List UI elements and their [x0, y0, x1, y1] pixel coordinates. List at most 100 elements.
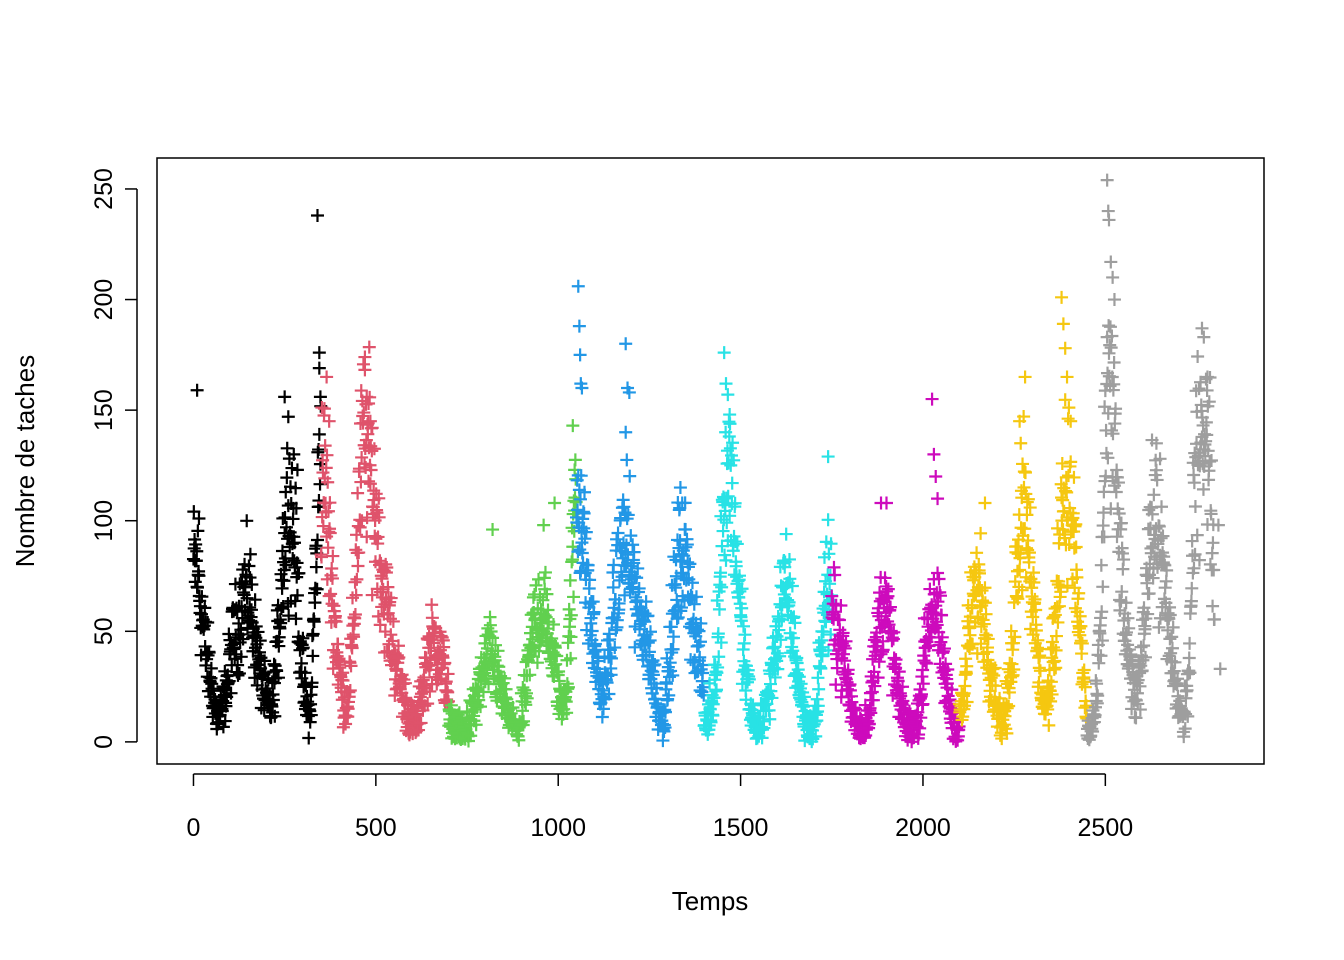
- x-tick-label: 2000: [895, 814, 951, 842]
- data-point: [352, 546, 366, 560]
- data-point: [222, 674, 236, 688]
- data-point: [1058, 341, 1072, 355]
- data-point: [1051, 521, 1065, 535]
- data-point: [871, 671, 885, 685]
- data-point: [931, 595, 945, 609]
- data-point: [1182, 651, 1196, 665]
- data-point: [353, 520, 367, 534]
- data-point: [417, 679, 431, 693]
- data-point: [631, 561, 645, 575]
- data-point: [1154, 531, 1168, 545]
- data-point: [316, 519, 330, 533]
- data-point: [1155, 500, 1169, 514]
- data-point: [323, 526, 337, 540]
- data-point: [680, 538, 694, 552]
- data-point: [933, 589, 947, 603]
- data-points: [186, 173, 1227, 749]
- data-point: [1115, 585, 1129, 599]
- data-point: [1011, 592, 1025, 606]
- data-point: [308, 596, 322, 610]
- data-point: [533, 590, 547, 604]
- data-point: [236, 632, 250, 646]
- data-point: [720, 516, 734, 530]
- data-point: [1105, 370, 1119, 384]
- data-point: [1114, 516, 1128, 530]
- data-point: [548, 496, 562, 510]
- data-point: [1075, 636, 1089, 650]
- data-point: [476, 685, 490, 699]
- data-point: [606, 580, 620, 594]
- data-point: [687, 597, 701, 611]
- data-point: [719, 553, 733, 567]
- data-point: [318, 439, 332, 453]
- data-point: [297, 678, 311, 692]
- data-point: [231, 668, 245, 682]
- data-point: [1098, 400, 1112, 414]
- data-point: [377, 564, 391, 578]
- data-point: [1097, 530, 1111, 544]
- data-point: [271, 671, 285, 685]
- data-point: [1152, 519, 1166, 533]
- data-point: [916, 697, 930, 711]
- data-point: [816, 640, 830, 654]
- data-point: [323, 496, 337, 510]
- data-point: [1190, 528, 1204, 542]
- data-point: [310, 582, 324, 596]
- data-point: [484, 625, 498, 639]
- data-point: [974, 620, 988, 634]
- data-point: [683, 557, 697, 571]
- data-point: [519, 698, 533, 712]
- data-point: [1137, 639, 1151, 653]
- data-point: [1002, 699, 1016, 713]
- data-point: [350, 528, 364, 542]
- data-point: [388, 688, 402, 702]
- data-point: [639, 595, 653, 609]
- data-point: [474, 700, 488, 714]
- data-point: [1207, 563, 1221, 577]
- data-point: [289, 612, 303, 626]
- data-point: [1211, 518, 1225, 532]
- data-point: [642, 645, 656, 659]
- data-point: [664, 620, 678, 634]
- data-point: [506, 701, 520, 714]
- data-point: [362, 474, 376, 488]
- data-point: [732, 569, 746, 583]
- data-point: [190, 383, 204, 397]
- data-point: [1023, 501, 1037, 515]
- data-point: [658, 721, 672, 735]
- data-point: [726, 436, 740, 450]
- data-point: [1078, 680, 1092, 694]
- data-point: [617, 536, 631, 550]
- data-point: [1107, 356, 1121, 370]
- data-point: [528, 588, 542, 602]
- data-point: [866, 693, 880, 707]
- data-point: [1057, 504, 1071, 518]
- data-point: [561, 680, 575, 694]
- data-point: [876, 643, 890, 657]
- data-point: [1168, 655, 1182, 669]
- data-point: [243, 600, 257, 614]
- data-point: [1191, 350, 1205, 364]
- data-point: [993, 691, 1007, 705]
- data-point: [623, 469, 637, 483]
- data-point: [693, 650, 707, 664]
- data-point: [1133, 679, 1147, 693]
- data-point: [268, 709, 282, 723]
- data-point: [1171, 672, 1185, 686]
- data-point: [358, 363, 372, 377]
- y-axis: 0 50 100 150 200 250: [90, 168, 138, 749]
- data-point: [280, 471, 294, 485]
- data-point: [367, 442, 381, 456]
- data-point: [1044, 675, 1058, 689]
- data-point: [335, 693, 349, 707]
- data-point: [768, 670, 782, 684]
- data-point: [1042, 718, 1056, 732]
- data-point: [1109, 402, 1123, 416]
- data-point: [343, 683, 357, 697]
- data-point: [1074, 619, 1088, 633]
- data-point: [611, 526, 625, 540]
- data-point: [620, 453, 634, 467]
- data-point: [249, 619, 263, 633]
- data-point: [644, 625, 657, 639]
- data-point: [742, 672, 756, 686]
